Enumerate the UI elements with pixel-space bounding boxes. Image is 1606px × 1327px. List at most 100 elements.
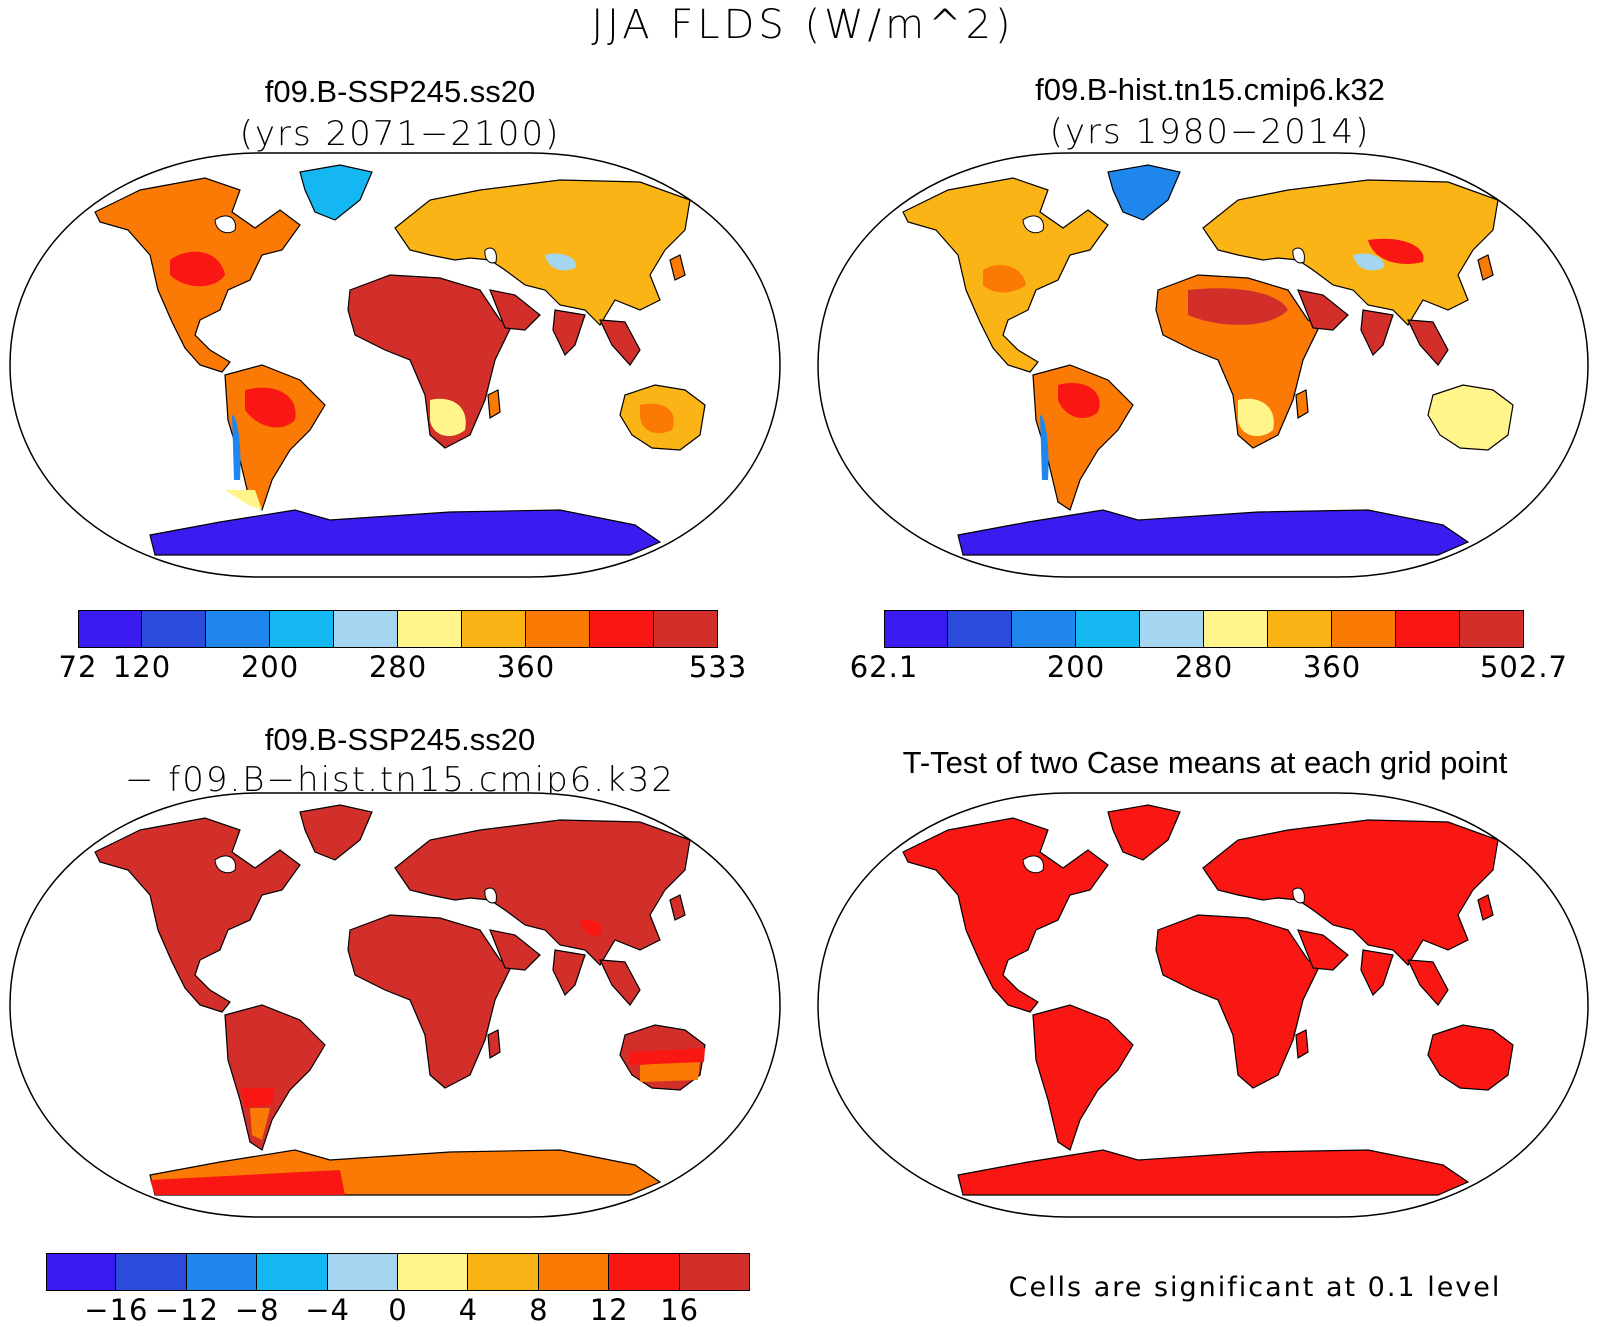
field-region <box>983 265 1026 293</box>
colorbar-tick-label: 533 <box>688 650 748 684</box>
field-region <box>580 919 603 936</box>
panel3-title: f09.B-SSP245.ss20 <box>264 722 536 757</box>
landmass-australia <box>1427 1024 1514 1091</box>
field-region <box>640 1060 700 1082</box>
inland-water <box>1022 215 1044 234</box>
landmass-madagascar <box>1295 389 1309 420</box>
landmass-se-asia <box>599 959 641 1006</box>
colorbar-swatch <box>46 1253 117 1291</box>
colorbar-tick-label: 280 <box>368 650 428 684</box>
colorbar-tick-label: 120 <box>112 650 172 684</box>
landmass-madagascar <box>487 1029 501 1060</box>
colorbar-case2: 62.1 200 280 360 502.7 <box>850 610 1567 684</box>
field-region <box>430 398 466 437</box>
colorbar-tick-label: −4 <box>305 1293 350 1327</box>
colorbar-swatch <box>142 610 206 648</box>
landmass-africa <box>347 914 513 1089</box>
colorbar-swatch <box>398 1253 469 1291</box>
landmass-arabia <box>1297 289 1349 331</box>
map-case1 <box>9 152 781 578</box>
colorbar-tick-label: −8 <box>234 1293 280 1327</box>
colorbar-swatch <box>1396 610 1460 648</box>
landmass-south-america <box>224 1004 326 1151</box>
colorbar-swatch <box>116 1253 187 1291</box>
field-region <box>1353 253 1384 271</box>
landmass-se-asia <box>1407 319 1449 366</box>
landmass-greenland <box>1107 164 1181 221</box>
inland-water <box>214 215 236 234</box>
colorbar-swatch <box>186 1253 258 1291</box>
landmass-greenland <box>299 164 373 221</box>
colorbar-tick-label: 72 <box>58 650 98 684</box>
map-case2 <box>817 152 1589 578</box>
field-region <box>245 387 296 428</box>
field-region <box>170 251 225 287</box>
colorbar-tick-label: 12 <box>589 1293 629 1327</box>
colorbar-diff: −16 −12 −8 −4 0 4 8 12 16 <box>46 1253 750 1327</box>
colorbar-swatch <box>327 1253 398 1291</box>
colorbar-swatch <box>609 1253 680 1291</box>
field-region <box>150 1170 345 1195</box>
landmass-eurasia <box>1202 819 1499 966</box>
panel1-years: (yrs 2071−2100) <box>239 114 561 154</box>
field-region <box>1040 415 1049 480</box>
landmass-arabia <box>489 929 541 971</box>
inland-water <box>1292 887 1305 904</box>
landmass-japan <box>669 254 686 281</box>
colorbar-swatch <box>654 610 718 648</box>
landmass-africa <box>347 274 513 449</box>
landmass-antarctica <box>957 1149 1470 1196</box>
landmass-eurasia <box>394 179 691 326</box>
map-diff <box>9 792 781 1218</box>
field-region <box>640 403 674 434</box>
landmass-se-asia <box>599 319 641 366</box>
significance-note: Cells are significant at 0.1 level <box>1008 1272 1502 1303</box>
colorbar-swatch <box>1268 610 1332 648</box>
landmass-eurasia <box>394 819 691 966</box>
colorbar-tick-label: 502.7 <box>1479 650 1569 684</box>
landmass-greenland <box>299 804 373 861</box>
field-region <box>232 415 241 480</box>
colorbar-swatch <box>590 610 654 648</box>
panel2-title: f09.B-hist.tn15.cmip6.k32 <box>1035 72 1385 107</box>
colorbar-tick-label: 280 <box>1174 650 1234 684</box>
colorbar-swatch <box>1460 610 1524 648</box>
colorbar-tick-label: 16 <box>660 1293 700 1327</box>
colorbar-swatch <box>1204 610 1268 648</box>
panel4-title: T-Test of two Case means at each grid po… <box>902 745 1508 780</box>
colorbar-swatch <box>398 610 462 648</box>
colorbar-tick-label: 200 <box>1046 650 1106 684</box>
landmass-madagascar <box>1295 1029 1309 1060</box>
field-region <box>630 1048 705 1065</box>
map-frame <box>9 152 781 578</box>
landmass-arabia <box>1297 929 1349 971</box>
colorbar-swatch <box>1140 610 1204 648</box>
colorbar-tick-label: 8 <box>529 1293 549 1327</box>
field-region <box>1238 398 1274 437</box>
colorbar-swatch <box>257 1253 328 1291</box>
figure-title: JJA FLDS (W/m^2) <box>591 2 1015 48</box>
colorbar-tick-label: 0 <box>388 1293 408 1327</box>
landmass-india <box>552 309 586 357</box>
colorbar-case1: 72 120 200 280 360 533 <box>59 610 746 684</box>
landmass-eurasia <box>1202 179 1499 326</box>
colorbar-tick-label: −16 <box>84 1293 149 1327</box>
colorbar-swatch <box>270 610 334 648</box>
colorbar-swatch <box>526 610 590 648</box>
colorbar-tick-label: 200 <box>240 650 300 684</box>
colorbar-swatch <box>679 1253 750 1291</box>
inland-water <box>214 855 236 874</box>
landmass-north-america <box>94 817 301 1013</box>
field-region <box>1368 238 1424 264</box>
landmass-north-america <box>902 817 1109 1013</box>
map-frame <box>817 792 1589 1218</box>
map-ttest <box>817 792 1589 1218</box>
map-frame <box>9 792 781 1218</box>
colorbar-swatch <box>1076 610 1140 648</box>
colorbar-swatch <box>78 610 142 648</box>
landmass-arabia <box>489 289 541 331</box>
landmass-africa <box>1155 914 1321 1089</box>
inland-water <box>484 887 497 904</box>
landmass-antarctica <box>957 509 1470 556</box>
colorbar-swatch <box>1012 610 1076 648</box>
